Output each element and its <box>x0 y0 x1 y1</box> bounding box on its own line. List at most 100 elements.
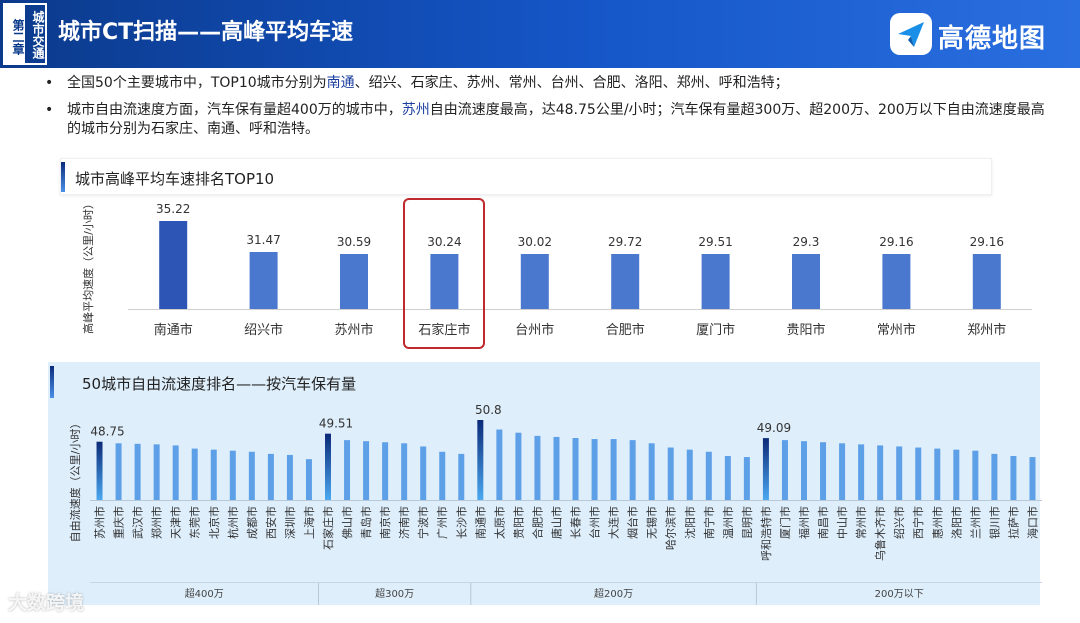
chart2-bar <box>877 445 884 500</box>
chart1-category-label: 贵阳市 <box>786 322 825 338</box>
chart1-bar <box>249 252 278 309</box>
brand-logo: 高德地图 <box>890 13 1070 57</box>
chart1-bar <box>159 221 188 309</box>
chart2-category-label: 郑州市 <box>150 506 164 539</box>
chart2-bar <box>191 448 198 500</box>
chart2-bar <box>801 441 807 500</box>
bullet-item: • 全国50个主要城市中，TOP10城市分别为南通、绍兴、石家庄、苏州、常州、台… <box>45 74 1050 93</box>
chart2-bar <box>267 453 274 500</box>
chart2-category-label: 沈阳市 <box>683 506 697 539</box>
chart2-category-label: 长春市 <box>569 506 583 539</box>
chart1-value-label: 29.16 <box>879 235 913 249</box>
chart2-bar <box>896 446 903 500</box>
chart1-title-accent <box>61 162 65 192</box>
chart2-bar <box>667 447 674 500</box>
chart2-bar <box>534 435 541 500</box>
chart2-category-label: 贵阳市 <box>511 506 525 539</box>
chart2-category-label: 惠州市 <box>930 506 944 539</box>
chart2-value-label: 50.8 <box>475 403 502 417</box>
bullet-text: 自由流速度最高，达48.75公里/小时；汽车保有量超300万、超200万、200… <box>67 102 1045 137</box>
chapter-number: 第二章 <box>5 5 25 63</box>
chart2-bar <box>1029 457 1036 500</box>
chart2-bar <box>610 439 617 500</box>
chart1-value-label: 29.51 <box>698 235 732 249</box>
chart2-category-label: 青岛市 <box>359 506 373 539</box>
chart2-bar <box>781 440 788 500</box>
chart1-category-label: 常州市 <box>877 322 916 338</box>
chart2-bar <box>972 450 979 500</box>
highlight-frame <box>403 198 485 349</box>
chart2-bar <box>515 432 522 500</box>
chart2-category-label: 苏州市 <box>93 506 107 539</box>
chart2-bar <box>115 443 122 500</box>
chart2-value-label: 49.51 <box>319 417 353 431</box>
chart2-category-label: 唐山市 <box>549 506 563 539</box>
chart2-category-label: 乌鲁木齐市 <box>873 506 887 561</box>
chart2-category-label: 南昌市 <box>816 506 830 539</box>
summary-bullets: • 全国50个主要城市中，TOP10城市分别为南通、绍兴、石家庄、苏州、常州、台… <box>45 74 1050 147</box>
bullet-highlight: 苏州 <box>401 102 430 118</box>
chart2-category-label: 呼和浩特市 <box>759 506 773 561</box>
chart2-category-label: 无锡市 <box>645 506 659 539</box>
chart2-bar <box>839 443 846 500</box>
bullet-text: 、绍兴、石家庄、苏州、常州、台州、合肥、洛阳、郑州、呼和浩特； <box>354 75 789 91</box>
chart2-category-label: 东莞市 <box>188 506 202 539</box>
chart1-category-label: 郑州市 <box>967 322 1006 338</box>
chart2-bar <box>1010 456 1017 500</box>
bullet-text: 城市自由流速度方面，汽车保有量超400万的城市中， <box>67 102 402 118</box>
chart2-category-label: 长沙市 <box>454 506 468 539</box>
chart1-category-label: 合肥市 <box>606 322 645 338</box>
chart2-bar <box>363 441 370 500</box>
chart2-bar <box>762 438 769 500</box>
chart2-category-label: 重庆市 <box>112 506 126 539</box>
chart2-bar <box>305 459 312 500</box>
chart2-category-label: 哈尔滨市 <box>664 506 678 550</box>
chart2-bar <box>858 444 865 500</box>
chart1-category-label: 台州市 <box>515 322 554 338</box>
chart2-bar <box>705 451 712 500</box>
chart1-bar <box>701 254 730 309</box>
chart1-bar <box>882 254 911 309</box>
chart2-category-label: 海口市 <box>1025 506 1039 539</box>
chart2-category-label: 中山市 <box>835 506 849 539</box>
chart2-category-label: 太原市 <box>492 506 506 539</box>
chart2-category-label: 洛阳市 <box>949 506 963 539</box>
chart2-category-label: 绍兴市 <box>892 506 906 539</box>
chart1-category-label: 厦门市 <box>696 322 735 338</box>
chart2-category-label: 北京市 <box>207 506 221 539</box>
chart2-bar <box>686 449 693 500</box>
chart2-bar <box>344 440 351 500</box>
chart2-category-label: 烟台市 <box>626 506 640 539</box>
chart2-category-label: 济南市 <box>397 506 411 539</box>
chart2-bar <box>991 453 998 500</box>
chart2-bar <box>153 444 160 500</box>
chart2-category-label: 宁波市 <box>416 506 430 539</box>
chart2-bar <box>134 443 141 500</box>
chapter-name: 城市交通 <box>31 11 45 59</box>
chart1-value-label: 35.22 <box>156 202 190 216</box>
chart2-title-box: 50城市自由流速度排名——按汽车保有量 <box>48 365 1040 399</box>
chart2-category-label: 合肥市 <box>530 506 544 539</box>
chart1-value-label: 29.72 <box>608 235 642 249</box>
chart2-bar <box>248 451 255 500</box>
chart2-bar <box>572 438 579 500</box>
chart2-category-label: 广州市 <box>435 506 449 539</box>
chart2-value-label: 48.75 <box>90 425 124 439</box>
chart2-category-label: 拉萨市 <box>1006 506 1020 539</box>
chart2-bar <box>953 449 960 500</box>
chart2-category-label: 西宁市 <box>911 506 925 539</box>
chart2-group-label: 超200万 <box>594 587 633 600</box>
chart2-bar <box>591 439 598 500</box>
chart2-bar <box>382 442 389 500</box>
chart2-category-label: 佛山市 <box>340 506 354 539</box>
chart2-category-label: 兰州市 <box>968 506 982 539</box>
chart1-bar <box>430 254 459 309</box>
chart2-category-label: 常州市 <box>854 506 868 539</box>
chart2-bar <box>229 450 236 500</box>
chart2-category-label: 大连市 <box>607 506 621 539</box>
chart1-bar <box>972 254 1001 309</box>
chart1-value-label: 29.3 <box>793 235 820 249</box>
chart2-value-label: 49.09 <box>757 421 791 435</box>
paper-plane-logo-icon <box>890 13 932 55</box>
